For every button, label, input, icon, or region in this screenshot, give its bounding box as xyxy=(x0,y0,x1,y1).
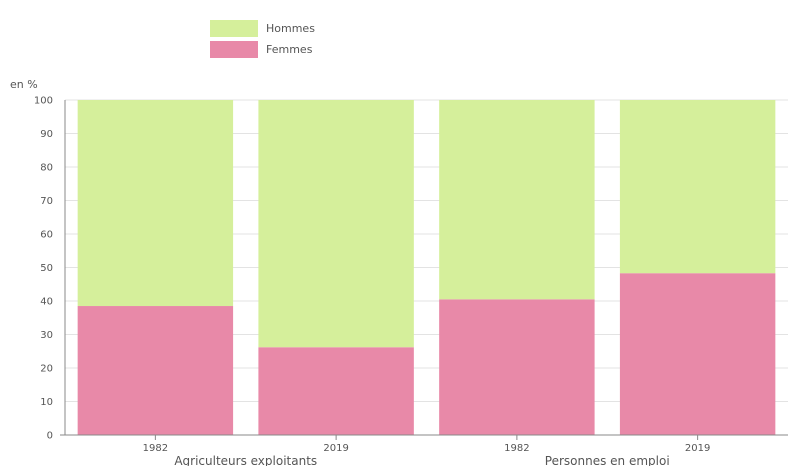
y-tick-label: 70 xyxy=(40,196,53,207)
y-tick-label: 10 xyxy=(40,397,53,408)
y-tick-label: 80 xyxy=(40,163,53,174)
y-axis-label: en % xyxy=(10,78,38,91)
y-tick-label: 20 xyxy=(40,364,53,375)
x-tick-label: 2019 xyxy=(323,443,348,454)
bar-femmes-1 xyxy=(258,347,414,435)
y-tick-label: 100 xyxy=(34,96,53,107)
y-tick-label: 50 xyxy=(40,263,53,274)
bar-hommes-0 xyxy=(77,100,234,307)
y-tick-label: 40 xyxy=(40,297,53,308)
legend: Hommes Femmes xyxy=(210,20,315,58)
legend-swatch-hommes xyxy=(210,20,258,37)
bar-femmes-2 xyxy=(439,299,595,435)
x-tick-label: 2019 xyxy=(685,443,710,454)
group-label: Agriculteurs exploitants xyxy=(174,454,317,466)
bar-femmes-0 xyxy=(77,306,234,435)
bar-femmes-3 xyxy=(619,273,776,435)
y-tick-label: 30 xyxy=(40,330,53,341)
y-tick-label: 90 xyxy=(40,129,53,140)
y-tick-label: 60 xyxy=(40,230,53,241)
legend-label-femmes: Femmes xyxy=(266,43,313,56)
bar-hommes-1 xyxy=(258,100,414,348)
y-tick-label: 0 xyxy=(47,431,53,442)
legend-label-hommes: Hommes xyxy=(266,22,315,35)
x-tick-label: 1982 xyxy=(143,443,168,454)
bars xyxy=(77,100,776,435)
legend-swatch-femmes xyxy=(210,41,258,58)
x-tick-label: 1982 xyxy=(504,443,529,454)
group-label: Personnes en emploi xyxy=(545,454,670,466)
axes: 0 10 20 30 40 50 60 70 80 90 100 1982 2019 1982 2019 Ag… xyxy=(34,96,788,466)
bar-hommes-3 xyxy=(619,100,776,274)
bar-hommes-2 xyxy=(439,100,595,300)
